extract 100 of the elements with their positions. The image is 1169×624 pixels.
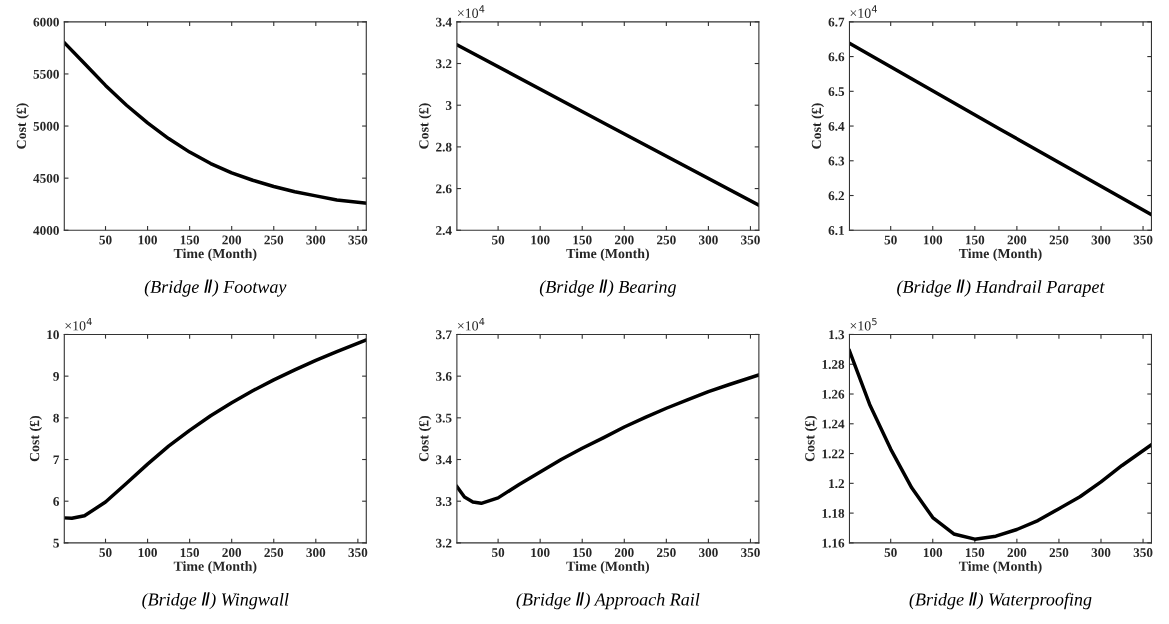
y-tick-label: 6.4: [828, 121, 845, 131]
y-tick-label: 6.7: [828, 17, 845, 27]
y-tick-label: 3.2: [436, 59, 452, 69]
y-tick-label: 8: [53, 413, 59, 423]
y-tick-label: 1.18: [822, 508, 845, 518]
x-tick-label: 250: [657, 548, 676, 558]
line-series: [64, 40, 367, 205]
text: (Bridge Ⅱ) Wingwall: [142, 592, 289, 610]
x-tick-label: 50: [492, 548, 505, 558]
x-tick-label: 150: [573, 235, 592, 245]
y-axis-title: Cost (£): [811, 103, 824, 149]
y-tick-label: 7: [53, 455, 60, 465]
x-tick-label: 150: [180, 235, 200, 245]
y-tick-label: 6.2: [828, 191, 845, 201]
x-tick-label: 250: [657, 235, 676, 245]
y-tick-label: 5: [53, 538, 59, 548]
x-tick-label: 350: [348, 548, 368, 558]
x-tick-label: 50: [99, 548, 112, 558]
text: ×10$^{4}$: [457, 5, 485, 18]
y-tick-label: 1.3: [829, 330, 845, 340]
y-tick-label: 9: [53, 371, 59, 381]
y-axis-title: Cost (£): [16, 103, 29, 149]
y-tick-label: 3.4: [436, 17, 452, 27]
text: (Bridge Ⅱ) Waterproofing: [909, 592, 1092, 610]
y-axis-title: Cost (£): [29, 415, 43, 462]
x-tick-label: 100: [138, 235, 157, 245]
y-tick-label: 2.6: [436, 184, 452, 194]
y-tick-label: 2.4: [436, 226, 452, 236]
x-tick-label: 250: [1049, 548, 1069, 558]
y-tick-label: 6.1: [828, 226, 844, 236]
x-tick-label: 300: [699, 235, 718, 245]
x-tick-label: 200: [1007, 235, 1027, 245]
text: ×10$^{4}$: [65, 317, 92, 331]
x-tick-label: 200: [614, 235, 634, 245]
y-tick-label: 4500: [33, 173, 59, 183]
x-tick-label: 350: [741, 235, 760, 245]
text: ×10$^{5}$: [850, 317, 877, 331]
x-axis-title: Time (Month): [566, 561, 649, 574]
y-tick-label: 4000: [33, 226, 59, 235]
y-tick-label: 6: [53, 497, 60, 506]
y-tick-label: 3.3: [436, 497, 452, 506]
y-tick-label: 5000: [33, 121, 59, 131]
y-tick-label: 1.26: [822, 389, 845, 399]
y-tick-label: 1.28: [822, 360, 845, 369]
y-tick-label: 10: [47, 330, 59, 340]
line-series: [456, 373, 759, 506]
x-tick-label: 100: [531, 235, 550, 245]
x-tick-label: 250: [264, 235, 284, 245]
x-axis-title: Time (Month): [566, 248, 649, 262]
y-tick-label: 3.2: [436, 538, 452, 548]
x-tick-label: 50: [492, 235, 505, 245]
y-tick-label: 5500: [33, 69, 59, 79]
text: (Bridge Ⅱ) Footway: [144, 279, 287, 297]
text: ×10$^{4}$: [457, 317, 485, 331]
x-tick-label: 350: [1133, 548, 1153, 558]
x-axis-title: Time (Month): [958, 248, 1042, 262]
x-tick-label: 50: [884, 548, 897, 558]
x-tick-label: 300: [306, 548, 326, 558]
x-axis-title: Time (Month): [958, 561, 1042, 574]
x-tick-label: 250: [264, 548, 284, 558]
line-series: [64, 338, 367, 521]
text: (Bridge Ⅱ) Handrail Parapet: [897, 279, 1105, 297]
text: (Bridge Ⅱ) Approach Rail: [516, 592, 700, 610]
x-tick-label: 50: [884, 235, 897, 245]
y-axis-title: Cost (£): [418, 103, 432, 149]
y-tick-label: 6.3: [828, 156, 845, 166]
y-tick-label: 2.8: [436, 142, 452, 152]
text: (Bridge Ⅱ) Bearing: [539, 279, 676, 297]
y-tick-label: 1.24: [822, 419, 845, 429]
x-tick-label: 100: [138, 548, 157, 558]
y-tick-label: 3.4: [436, 455, 452, 465]
x-tick-label: 100: [923, 548, 943, 558]
y-axis-title: Cost (£): [804, 415, 818, 462]
x-tick-label: 150: [180, 548, 200, 558]
y-tick-label: 6000: [33, 17, 59, 27]
y-tick-label: 3.5: [436, 413, 452, 423]
y-axis-title: Cost (£): [418, 415, 432, 462]
x-tick-label: 50: [99, 235, 112, 245]
x-tick-label: 100: [923, 235, 943, 245]
x-tick-label: 100: [531, 548, 550, 558]
y-tick-label: 1.2: [829, 479, 845, 489]
x-axis-title: Time (Month): [173, 561, 257, 574]
x-tick-label: 150: [965, 235, 985, 245]
x-tick-label: 350: [1133, 235, 1153, 245]
y-tick-label: 3.6: [436, 371, 452, 381]
x-tick-label: 200: [1007, 548, 1027, 558]
x-tick-label: 200: [222, 235, 242, 245]
x-axis-title: Time (Month): [173, 248, 257, 262]
x-tick-label: 300: [699, 548, 718, 558]
x-tick-label: 300: [1091, 548, 1111, 558]
x-tick-label: 350: [348, 235, 368, 245]
y-tick-label: 6.5: [828, 87, 845, 97]
x-tick-label: 150: [573, 548, 592, 558]
y-tick-label: 3.7: [436, 330, 452, 340]
y-tick-label: 1.16: [822, 538, 845, 548]
x-tick-label: 150: [965, 548, 985, 558]
y-tick-label: 3: [445, 101, 452, 110]
x-tick-label: 250: [1049, 235, 1069, 245]
y-tick-label: 6.6: [828, 52, 845, 62]
x-tick-label: 200: [614, 548, 634, 558]
